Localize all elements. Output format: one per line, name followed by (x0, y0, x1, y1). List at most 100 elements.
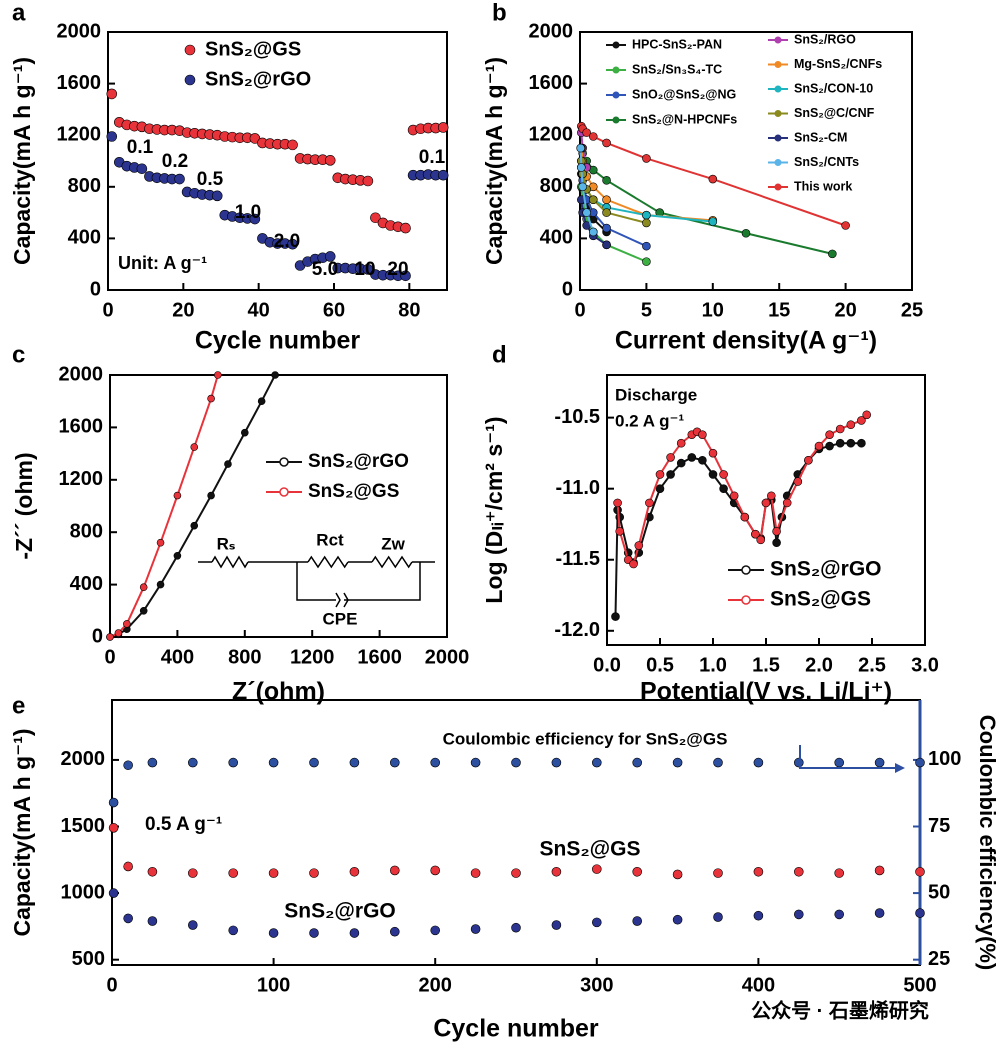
annotation: 2.0 (274, 231, 300, 252)
x-tick-label: 1200 (290, 646, 335, 668)
data-point (287, 238, 298, 250)
data-point (582, 208, 591, 217)
data-point (173, 491, 182, 500)
data-point (389, 865, 400, 876)
x-tick-label: 0.5 (646, 654, 674, 676)
legend-label: This work (794, 179, 852, 193)
data-point (156, 580, 165, 589)
data-point (214, 371, 222, 379)
data-point (793, 477, 803, 486)
data-point (211, 190, 223, 202)
data-point (362, 175, 374, 187)
data-point (470, 924, 481, 934)
data-point (106, 633, 114, 641)
legend-label: SnS₂/CNTs (794, 155, 859, 169)
y-tick-label: 0 (92, 625, 103, 647)
data-point (287, 139, 298, 151)
y-tick-label: 0 (562, 278, 573, 300)
x-tick-label: 0 (102, 299, 113, 321)
legend-marker (612, 41, 620, 49)
data-point (782, 498, 792, 508)
y-axis-label: Capacity(mA h g⁻¹) (9, 57, 35, 265)
legend-label: SnO₂@SnS₂@NG (632, 87, 736, 101)
data-point (268, 757, 279, 768)
legend-marker (774, 110, 782, 117)
data-point (753, 910, 764, 921)
legend-marker (184, 44, 196, 56)
y-tick-label: 400 (68, 227, 101, 249)
data-point (751, 529, 760, 539)
data-point (430, 925, 441, 936)
y-tick-label: 400 (70, 573, 103, 595)
legend-marker (612, 66, 620, 74)
data-point (632, 757, 643, 768)
y-axis-label: Capacity(mA h g⁻¹) (481, 57, 507, 265)
legend-marker (612, 116, 620, 124)
capacitor (335, 592, 349, 608)
data-point (761, 498, 771, 508)
data-point (241, 428, 249, 437)
x-axis-label: Cycle number (433, 1015, 599, 1043)
x-tick-label: 25 (901, 299, 923, 321)
data-point (190, 443, 199, 451)
legend-marker (774, 85, 782, 93)
x-tick-label: 0 (104, 646, 115, 668)
data-point (708, 174, 718, 184)
x-tick-label: 1.5 (752, 654, 780, 676)
y-tick-label: 1200 (57, 123, 102, 145)
data-point (228, 868, 238, 878)
data-point (582, 128, 591, 137)
data-point (108, 823, 119, 833)
data-point (642, 257, 651, 266)
data-point (349, 928, 360, 938)
data-point (632, 866, 643, 877)
data-point (602, 195, 611, 204)
resistor (371, 555, 413, 569)
data-point (324, 155, 336, 166)
legend-marker (741, 565, 751, 575)
data-point (698, 455, 707, 465)
y-tick-label: 1200 (59, 468, 104, 490)
data-point (188, 868, 198, 878)
resistor (211, 555, 249, 569)
data-point (228, 925, 238, 936)
data-point (139, 606, 148, 615)
data-point (874, 865, 885, 876)
data-point (511, 868, 521, 878)
data-point (268, 868, 279, 878)
data-point (857, 438, 866, 448)
data-point (437, 122, 449, 133)
data-point (642, 154, 651, 163)
data-point (708, 470, 718, 479)
data-point (602, 240, 611, 250)
annotation: Rct (316, 530, 344, 549)
x-tick-label: 0 (574, 299, 585, 321)
data-point (147, 866, 158, 877)
data-point (835, 438, 845, 448)
x-axis-label: Z´(ohm) (232, 678, 325, 706)
data-point (108, 888, 119, 898)
y-tick-label: 1500 (61, 815, 106, 837)
data-point (577, 163, 586, 172)
data-point (713, 912, 723, 922)
data-point (588, 132, 598, 141)
data-point (389, 757, 400, 768)
x-tick-label: 500 (903, 974, 936, 996)
annotation: CPE (323, 609, 358, 628)
data-point (857, 416, 866, 425)
annotation: 1.0 (235, 202, 261, 223)
data-point (611, 612, 620, 621)
data-point (834, 909, 845, 920)
x-tick-label: 15 (768, 299, 790, 321)
data-point (666, 470, 675, 479)
y-axis-label: Log (Dₗᵢ⁺/cm² s⁻¹) (481, 416, 507, 603)
y-tick-label: 800 (70, 520, 103, 542)
data-point (719, 470, 728, 479)
data-point (793, 757, 804, 768)
data-point (389, 926, 400, 937)
data-point (874, 757, 885, 768)
data-point (634, 541, 644, 550)
x-tick-label: 0.0 (593, 654, 621, 676)
data-point (814, 441, 824, 451)
data-point (834, 757, 845, 768)
